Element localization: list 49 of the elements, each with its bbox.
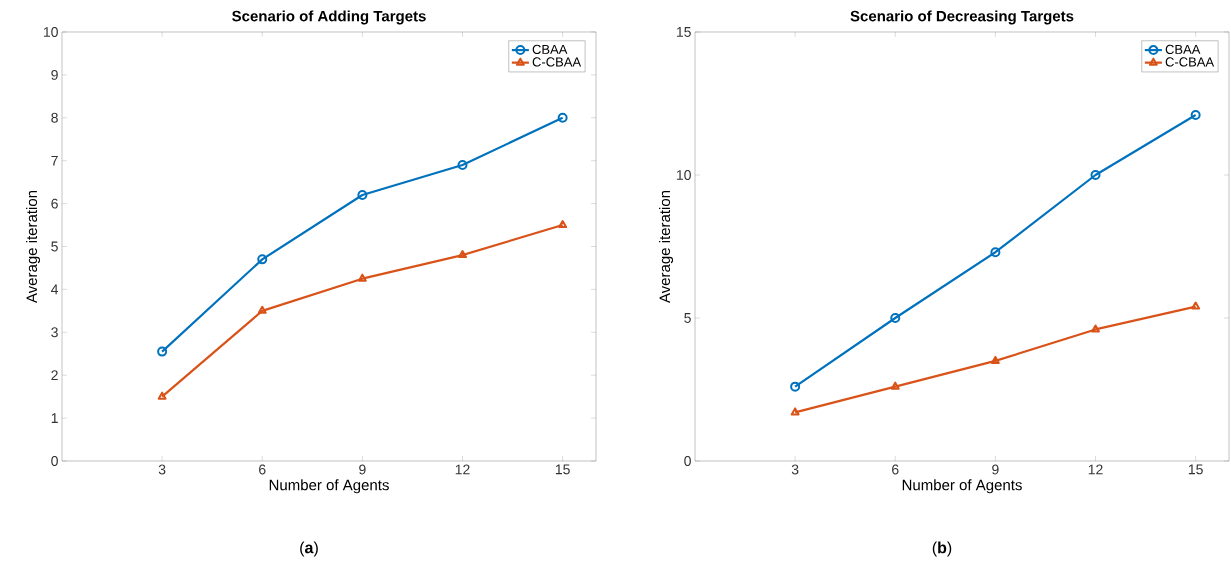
y-tick-label: 0 — [51, 456, 58, 466]
y-axis-title: Average iteration — [659, 190, 674, 304]
y-tick-label: 3 — [51, 327, 58, 338]
y-tick-label: 6 — [51, 198, 58, 209]
y-tick-label: 5 — [684, 313, 691, 323]
y-tick-label: 0 — [684, 456, 691, 466]
x-tick-label: 12 — [1088, 464, 1103, 475]
point — [890, 381, 900, 390]
chart-title: Scenario of Adding Targets — [232, 10, 426, 25]
point — [1091, 324, 1100, 333]
x-tick-label: 15 — [1188, 464, 1203, 475]
point — [890, 313, 901, 323]
legend-label: C-CBAA — [1165, 57, 1215, 67]
point — [458, 250, 467, 259]
x-tick-label: 9 — [359, 464, 366, 475]
point — [257, 254, 268, 265]
point — [357, 273, 367, 282]
y-tick-label: 15 — [676, 27, 691, 37]
y-tick-label: 2 — [51, 370, 58, 381]
point — [1090, 170, 1101, 180]
y-axis-title: Average iteration — [26, 190, 41, 304]
chart-title: Scenario of Decreasing Targets — [850, 10, 1074, 25]
point — [990, 247, 1001, 258]
x-tick-label: 12 — [455, 464, 470, 475]
text: (b) — [932, 541, 952, 557]
legend-label: CBAA — [1165, 44, 1201, 54]
x-axis-title: Number of Agents — [269, 479, 389, 494]
x-tick-label: 6 — [259, 464, 266, 475]
x-tick-label: 9 — [992, 464, 999, 475]
x-tick-label: 3 — [158, 464, 166, 475]
x-tick-label: 6 — [892, 464, 899, 475]
point — [257, 305, 267, 314]
y-tick-label: 7 — [51, 155, 58, 166]
point — [457, 159, 468, 170]
point — [990, 355, 1000, 364]
y-tick-label: 1 — [51, 413, 58, 423]
y-tick-label: 9 — [51, 69, 58, 80]
y-tick-label: 8 — [51, 112, 58, 123]
legend-label: CBAA — [532, 44, 568, 54]
y-tick-label: 4 — [51, 284, 59, 295]
y-tick-label: 10 — [676, 170, 691, 180]
y-tick-label: 10 — [43, 27, 58, 37]
point — [357, 190, 368, 201]
text: (a) — [300, 541, 318, 557]
x-tick-label: 3 — [791, 464, 799, 475]
x-axis-title: Number of Agents — [902, 479, 1022, 494]
y-tick-label: 5 — [51, 241, 58, 252]
x-tick-label: 15 — [555, 464, 570, 475]
legend-label: C-CBAA — [532, 57, 582, 67]
